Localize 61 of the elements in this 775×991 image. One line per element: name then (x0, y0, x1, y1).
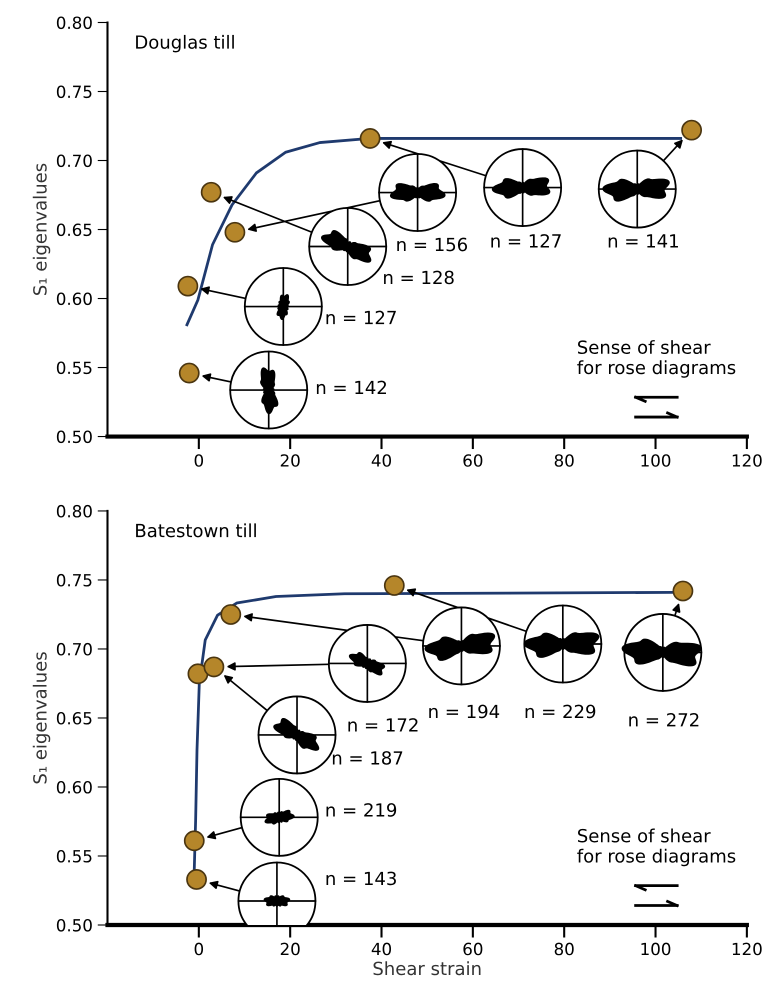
point (681, 120, 702, 141)
point (188, 663, 208, 684)
point (224, 222, 246, 243)
y-tick-label: 0.70 (56, 642, 92, 656)
x-tick-label: 120 (732, 454, 762, 467)
point (203, 656, 224, 678)
annotation: n = 127 (491, 234, 561, 248)
annotation: Sense of shear for rose diagrams (577, 340, 736, 378)
y-tick-label: 0.55 (56, 361, 92, 374)
point (360, 128, 380, 149)
annotation: n = 142 (316, 380, 386, 394)
x-tick-label: 0 (194, 942, 204, 956)
y-tick-label: 0.60 (56, 292, 92, 306)
point (200, 182, 222, 203)
x-tick-label: 100 (641, 942, 670, 956)
x-axis-title: Shear strain (374, 961, 480, 976)
y-tick-label: 0.50 (56, 918, 92, 932)
y-tick-label: 0.80 (56, 504, 92, 518)
x-tick-label: 100 (641, 454, 670, 467)
x-tick-label: 60 (463, 454, 482, 467)
y-tick-label: 0.75 (56, 574, 92, 587)
y-axis-title: S₁ eigenvalues (32, 164, 50, 295)
annotation: n = 156 (397, 238, 468, 252)
x-tick-label: 20 (280, 942, 300, 956)
annotation: n = 272 (629, 713, 698, 726)
annotation: n = 128 (384, 270, 454, 284)
annotation: n = 219 (326, 803, 396, 817)
annotation: Sense of shear for rose diagrams (577, 828, 736, 866)
point (220, 604, 242, 625)
annotation: n = 127 (326, 310, 396, 324)
x-tick-label: 80 (554, 942, 574, 956)
annotation: n = 172 (348, 718, 418, 732)
x-tick-label: 80 (554, 454, 574, 467)
y-tick-label: 0.50 (56, 430, 92, 444)
annotation: n = 187 (332, 751, 402, 765)
point (177, 276, 198, 297)
annotation: n = 229 (526, 704, 596, 718)
annotation: Douglas till (136, 34, 234, 52)
y-axis-title: S₁ eigenvalues (32, 652, 50, 784)
x-tick-label: 40 (372, 942, 392, 956)
y-tick-label: 0.75 (56, 85, 92, 98)
y-tick-label: 0.60 (56, 780, 92, 794)
x-tick-label: 0 (194, 454, 204, 467)
point (184, 830, 205, 852)
annotation: n = 194 (429, 704, 500, 718)
point (384, 575, 405, 596)
annotation: n = 141 (608, 234, 678, 248)
x-tick-label: 60 (463, 942, 482, 956)
x-tick-label: 40 (372, 454, 392, 467)
y-tick-label: 0.70 (56, 154, 92, 168)
annotation: n = 143 (326, 872, 396, 886)
y-tick-label: 0.55 (56, 850, 92, 863)
point (186, 869, 207, 890)
y-tick-label: 0.65 (56, 223, 92, 236)
y-tick-label: 0.65 (56, 712, 92, 725)
annotation: Batestown till (136, 523, 256, 538)
point (178, 362, 200, 384)
y-tick-label: 0.80 (56, 16, 92, 30)
x-tick-label: 120 (732, 942, 762, 956)
x-tick-label: 20 (280, 454, 300, 467)
point (672, 580, 694, 602)
